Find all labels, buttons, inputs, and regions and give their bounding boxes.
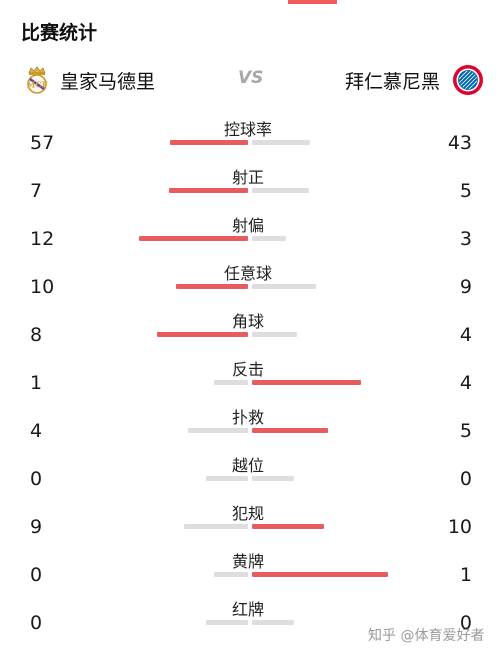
away-stat-bar: [252, 332, 297, 337]
stat-label: 红牌: [231, 600, 264, 619]
stat-row: 射正 7 5: [0, 164, 500, 212]
away-stat-value: 10: [447, 516, 472, 538]
team-header: MCF 皇家马德里 VS 拜仁慕尼黑: [0, 60, 500, 100]
stat-label: 越位: [231, 456, 264, 475]
away-stat-bar: [252, 620, 294, 625]
home-stat-bar: [206, 476, 248, 481]
stat-label: 控球率: [223, 120, 272, 139]
home-stat-bar: [139, 236, 248, 241]
section-title: 比赛统计: [21, 22, 98, 44]
stat-row: 越位 0 0: [0, 452, 500, 500]
home-stat-value: 4: [30, 420, 43, 442]
away-stat-value: 0: [459, 612, 472, 634]
away-stat-bar: [252, 428, 328, 433]
stat-row: 反击 1 4: [0, 356, 500, 404]
away-stat-value: 0: [459, 468, 472, 490]
stat-label: 射正: [231, 168, 264, 187]
away-stat-value: 9: [459, 276, 472, 298]
home-stat-value: 1: [30, 372, 43, 394]
away-stat-bar: [252, 380, 361, 385]
home-stat-bar: [169, 188, 248, 193]
home-stat-value: 8: [30, 324, 43, 346]
active-tab-indicator: [288, 0, 337, 4]
watermark: 知乎 @体育爱好者: [368, 628, 485, 644]
home-stat-bar: [184, 524, 248, 529]
stat-row: 任意球 10 9: [0, 260, 500, 308]
away-stat-bar: [252, 524, 324, 529]
away-stat-value: 5: [459, 180, 472, 202]
away-stat-value: 3: [459, 228, 472, 250]
away-stat-value: 4: [459, 324, 472, 346]
away-stat-value: 4: [459, 372, 472, 394]
away-stat-bar: [252, 476, 294, 481]
stat-row: 射偏 12 3: [0, 212, 500, 260]
home-stat-bar: [188, 428, 248, 433]
stat-row: 黄牌 0 1: [0, 548, 500, 596]
away-stat-value: 5: [459, 420, 472, 442]
away-stat-bar: [252, 284, 316, 289]
home-stat-value: 57: [30, 132, 55, 154]
svg-text:MCF: MCF: [27, 80, 48, 90]
vs-label: VS: [238, 68, 264, 88]
home-stat-value: 0: [30, 612, 43, 634]
away-team-name: 拜仁慕尼黑: [344, 71, 440, 93]
away-stat-value: 1: [459, 564, 472, 586]
away-stat-bar: [252, 140, 310, 145]
stat-label: 扑救: [231, 408, 264, 427]
home-stat-value: 10: [30, 276, 55, 298]
home-stat-value: 7: [30, 180, 43, 202]
stat-label: 反击: [231, 360, 264, 379]
home-stat-value: 9: [30, 516, 43, 538]
stat-label: 角球: [231, 312, 264, 331]
home-stat-bar: [170, 140, 248, 145]
away-stat-bar: [252, 236, 286, 241]
stat-label: 射偏: [231, 216, 264, 235]
away-stat-value: 43: [447, 132, 472, 154]
stat-row: 角球 8 4: [0, 308, 500, 356]
home-stat-bar: [176, 284, 248, 289]
stat-row: 红牌 0 0: [0, 596, 500, 644]
home-stat-value: 0: [30, 468, 43, 490]
stat-label: 黄牌: [231, 552, 264, 571]
stat-row: 控球率 57 43: [0, 116, 500, 164]
home-stat-bar: [206, 620, 248, 625]
away-stat-bar: [252, 572, 388, 577]
away-stat-bar: [252, 188, 309, 193]
stat-label: 任意球: [223, 264, 272, 283]
home-stat-value: 12: [30, 228, 55, 250]
home-stat-bar: [214, 572, 248, 577]
stat-row: 犯规 9 10: [0, 500, 500, 548]
home-stat-bar: [157, 332, 248, 337]
stat-label: 犯规: [231, 504, 264, 523]
home-stat-value: 0: [30, 564, 43, 586]
stat-row: 扑救 4 5: [0, 404, 500, 452]
home-team-name: 皇家马德里: [60, 71, 156, 93]
bayern-munich-crest-icon: [453, 65, 483, 95]
real-madrid-crest-icon: MCF: [27, 66, 48, 94]
home-stat-bar: [214, 380, 248, 385]
